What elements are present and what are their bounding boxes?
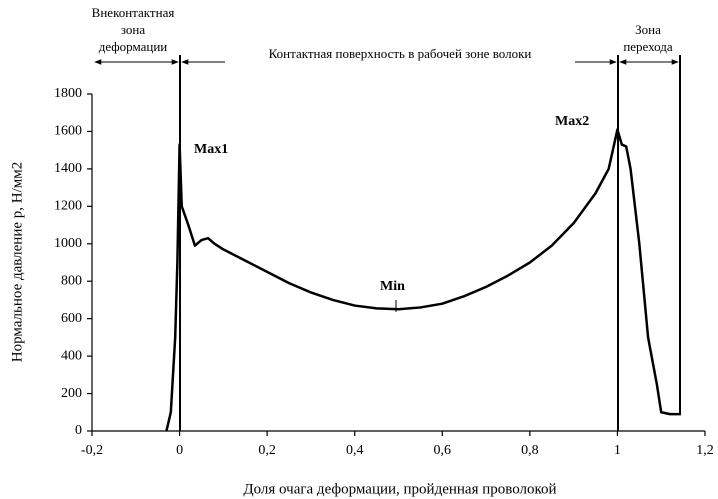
zone-label: зона <box>121 22 146 37</box>
y-tick-label: 1600 <box>54 124 82 139</box>
y-tick-label: 1000 <box>54 236 82 251</box>
y-tick-label: 1400 <box>54 161 82 176</box>
y-tick-label: 1800 <box>54 86 82 101</box>
y-tick-label: 200 <box>61 386 82 401</box>
y-tick-label: 400 <box>61 348 82 363</box>
zone-label: Зона <box>635 22 661 37</box>
zone-label: Внеконтактная <box>92 5 175 20</box>
x-tick-label: 0,8 <box>521 443 539 458</box>
annotation: Max1 <box>194 142 228 157</box>
x-axis-title: Доля очага деформации, пройденная провол… <box>243 481 556 497</box>
y-tick-label: 0 <box>75 423 82 438</box>
zone-label: перехода <box>623 39 673 54</box>
data-line <box>165 128 681 432</box>
y-tick-label: 1200 <box>54 199 82 214</box>
y-tick-label: 800 <box>61 273 82 288</box>
zone-label: деформации <box>99 39 168 54</box>
x-tick-label: 0,6 <box>434 443 452 458</box>
annotation: Min <box>380 279 405 294</box>
x-tick-label: 1,2 <box>696 443 714 458</box>
x-tick-label: 1 <box>614 443 621 458</box>
x-tick-label: 0,2 <box>258 443 276 458</box>
x-tick-label: 0 <box>176 443 183 458</box>
annotation: Max2 <box>555 114 589 129</box>
y-axis-title: Нормальное давление p, Н/мм2 <box>9 162 25 363</box>
x-tick-label: -0,2 <box>81 443 103 458</box>
y-tick-label: 600 <box>61 311 82 326</box>
zone-label: Контактная поверхность в рабочей зоне во… <box>269 46 532 61</box>
x-tick-label: 0,4 <box>346 443 364 458</box>
